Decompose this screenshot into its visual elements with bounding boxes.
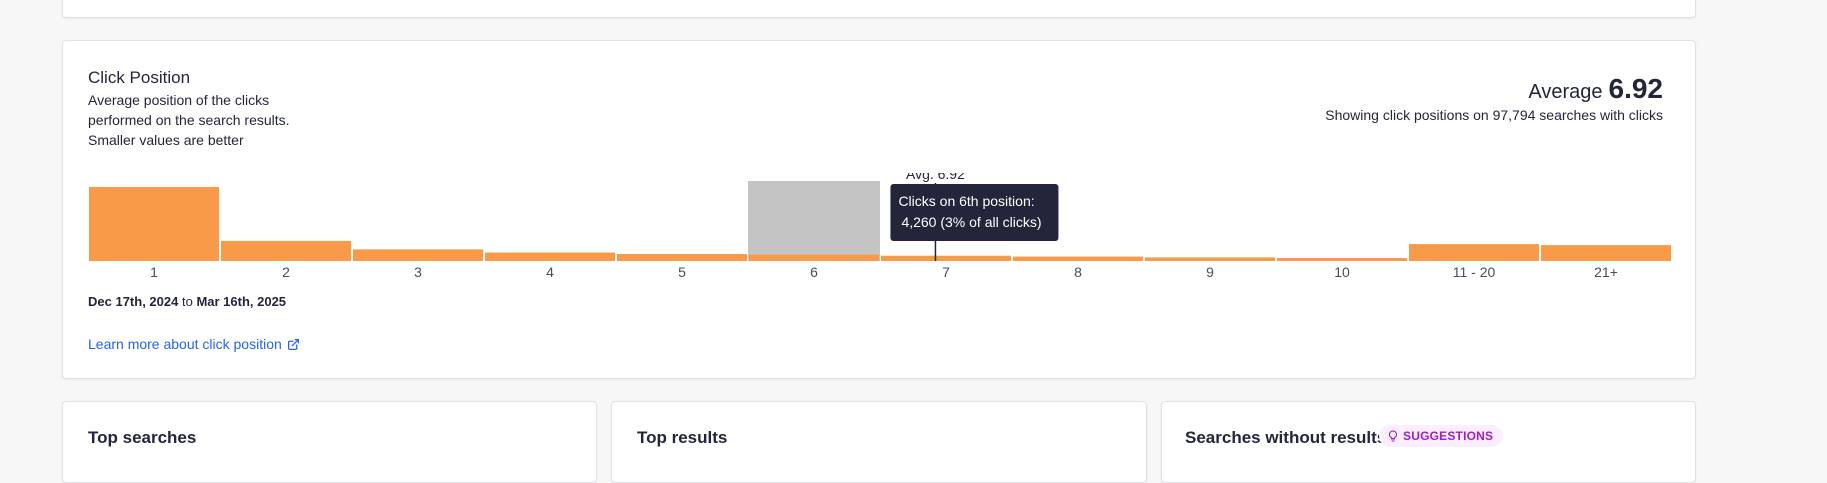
tick-label: 7 <box>942 264 950 280</box>
top-results-title: Top results <box>637 428 728 447</box>
bar[interactable] <box>485 252 615 261</box>
bar[interactable] <box>1277 258 1407 261</box>
tick-label: 6 <box>810 264 818 280</box>
highlight-column <box>748 181 880 261</box>
date-to: Mar 16th, 2025 <box>196 294 287 309</box>
tick-label: 3 <box>414 264 422 280</box>
tick-label: 9 <box>1206 264 1214 280</box>
tick-label: 10 <box>1334 264 1350 280</box>
card-description: Average position of the clicks performed… <box>88 90 328 150</box>
bar[interactable] <box>617 254 747 261</box>
tooltip-line: Clicks on 6th position: <box>898 193 1034 209</box>
external-link-icon <box>287 338 299 350</box>
bar[interactable] <box>1145 257 1275 261</box>
learn-more-label: Learn more about click position <box>88 336 282 352</box>
average-label: Average <box>1528 81 1603 103</box>
suggestions-label: SUGGESTIONS <box>1403 429 1494 443</box>
tick-label: 21+ <box>1594 264 1618 280</box>
bar[interactable] <box>881 255 1011 261</box>
top-searches-title: Top searches <box>88 428 197 447</box>
searches-without-results-card: Searches without results SUGGESTIONS <box>1161 401 1696 483</box>
tooltip <box>890 184 1059 241</box>
click-position-chart: 1 2 3 4 5 6 7 8 9 10 11 - 20 21+ Avg. 6.92 Clicks on … <box>89 173 1671 280</box>
tick-label: 1 <box>150 264 158 280</box>
tick-label: 2 <box>282 264 290 280</box>
bar[interactable] <box>221 240 351 261</box>
learn-more-link[interactable]: Learn more about click position <box>88 336 300 352</box>
average-marker-label: Avg. 6.92 <box>906 173 965 182</box>
average-subtitle: Showing click positions on 97,794 search… <box>1325 107 1663 123</box>
description-line: performed on the search results. <box>88 112 290 128</box>
description-line: Average position of the clicks <box>88 92 270 108</box>
tick-label: 11 - 20 <box>1453 264 1496 280</box>
previous-card <box>62 0 1696 18</box>
bar[interactable] <box>89 187 219 261</box>
average-value: 6.92 <box>1608 73 1664 104</box>
card-title: Click Position <box>88 68 191 87</box>
bar[interactable] <box>353 249 483 261</box>
date-from: Dec 17th, 2024 <box>88 294 179 309</box>
top-searches-card: Top searches <box>62 401 597 483</box>
bar[interactable] <box>1409 244 1539 261</box>
tick-label: 5 <box>678 264 686 280</box>
bar[interactable] <box>1013 256 1143 261</box>
top-results-card: Top results <box>611 401 1147 483</box>
bar[interactable] <box>1541 245 1671 261</box>
lightbulb-icon <box>1389 430 1397 442</box>
tick-label: 4 <box>546 264 554 280</box>
date-range: Dec 17th, 2024 to Mar 16th, 2025 <box>88 294 286 309</box>
tick-label: 8 <box>1074 264 1082 280</box>
searches-without-results-title: Searches without results <box>1185 428 1387 447</box>
average-summary: Average 6.92 Showing click positions on 9… <box>1325 73 1663 123</box>
date-to-word: to <box>181 294 193 309</box>
suggestions-badge[interactable]: SUGGESTIONS <box>1379 425 1504 447</box>
tooltip-line: 4,260 (3% of all clicks) <box>901 214 1041 230</box>
bar[interactable] <box>749 254 879 261</box>
click-position-card: Click Position Average position of the c… <box>62 40 1696 379</box>
description-line: Smaller values are better <box>88 132 244 148</box>
